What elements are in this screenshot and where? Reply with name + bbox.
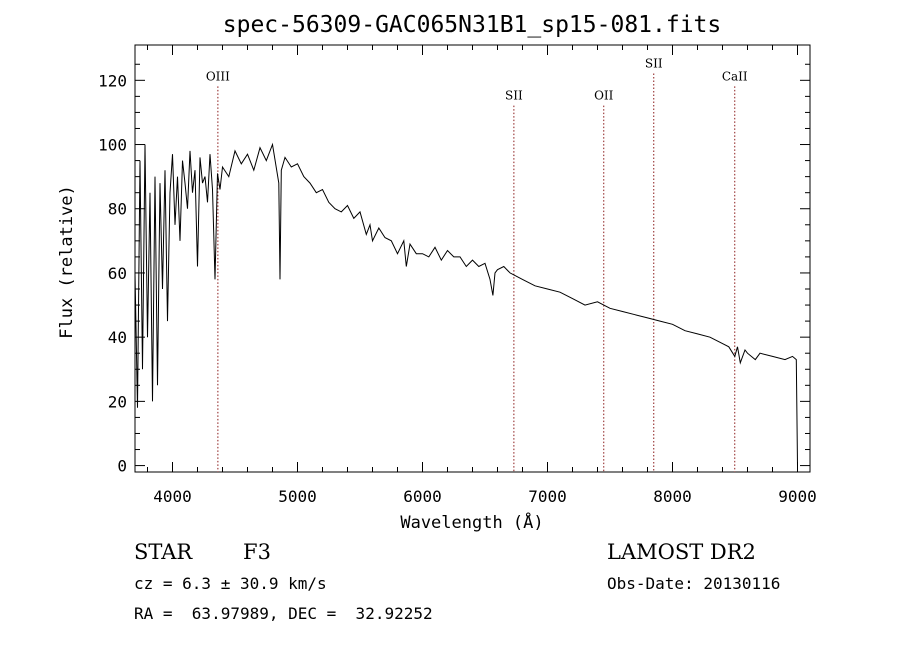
y-tick-label: 0 <box>117 457 127 476</box>
object-class: STAR <box>134 540 193 564</box>
emission-line-markers: OIII SII OII SII CaII <box>206 56 748 472</box>
y-tick-label: 60 <box>108 264 127 283</box>
plot-frame <box>134 44 811 473</box>
emission-line-label: OII <box>594 89 614 103</box>
emission-line-label: CaII <box>722 69 748 83</box>
x-tick-label: 4000 <box>153 487 192 506</box>
subclass: F3 <box>243 540 271 564</box>
chart-title: spec-56309-GAC065N31B1_sp15-081.fits <box>223 12 722 38</box>
y-tick-label: 80 <box>108 200 127 219</box>
y-axis: 0 20 40 60 80 100 120 <box>98 63 810 476</box>
y-tick-label: 100 <box>98 136 127 155</box>
obs-date: Obs-Date: 20130116 <box>607 574 781 593</box>
x-tick-label: 9000 <box>778 487 817 506</box>
x-tick-label: 5000 <box>278 487 317 506</box>
y-axis-label: Flux (relative) <box>57 185 77 339</box>
coordinates: RA = 63.97989, DEC = 32.92252 <box>134 604 433 623</box>
emission-line-label: SII <box>505 89 523 103</box>
x-tick-label: 6000 <box>403 487 442 506</box>
emission-line-label: OIII <box>206 69 230 83</box>
survey-name: LAMOST DR2 <box>607 540 756 564</box>
emission-line-label: SII <box>645 56 663 70</box>
redshift: cz = 6.3 ± 30.9 km/s <box>134 574 327 593</box>
y-tick-label: 20 <box>108 392 127 411</box>
x-tick-label: 8000 <box>653 487 692 506</box>
y-tick-label: 40 <box>108 328 127 347</box>
x-axis-label: Wavelength (Å) <box>400 511 543 533</box>
y-tick-label: 120 <box>98 71 127 90</box>
spectrum-line <box>134 142 798 466</box>
x-tick-label: 7000 <box>528 487 567 506</box>
x-axis: 4000 5000 6000 7000 8000 9000 <box>147 45 817 506</box>
